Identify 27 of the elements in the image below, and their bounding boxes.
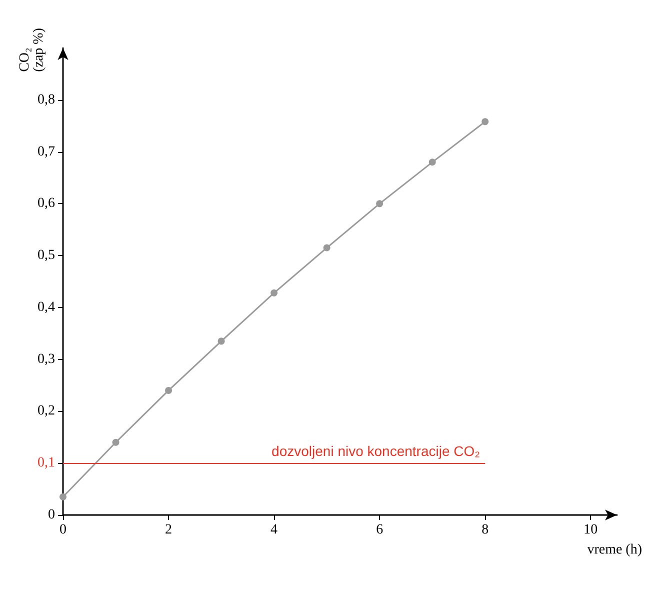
x-tick-label: 0 xyxy=(60,522,66,538)
x-tick-label: 4 xyxy=(270,522,278,538)
point xyxy=(428,158,436,166)
y-tick-label: 0 xyxy=(48,508,55,522)
y-tick-label: 0,1 xyxy=(38,456,55,471)
point xyxy=(165,386,172,394)
x-tick-label: 2 xyxy=(165,522,172,538)
x-tick-label: 6 xyxy=(376,522,384,538)
point xyxy=(112,438,120,446)
x-tick-label: 10 xyxy=(584,522,598,538)
y-axis-title: CO₂ (zap %) xyxy=(18,28,46,72)
ref-line-label: dozvoljeni nivo koncentracije CO₂ xyxy=(272,443,480,460)
y-tick-label: 0,2 xyxy=(38,404,55,419)
point xyxy=(376,200,384,208)
y-tick-label: 0,8 xyxy=(38,92,55,108)
y-tick-label: 0,6 xyxy=(38,196,55,212)
point xyxy=(270,289,278,296)
y-tick-label: 0,7 xyxy=(38,144,55,160)
point xyxy=(60,493,66,500)
y-tick-label: 0,5 xyxy=(38,248,55,264)
y-tick-label: 0,3 xyxy=(38,352,55,367)
point xyxy=(323,244,330,252)
point xyxy=(482,118,489,126)
x-axis-title: vreme (h) xyxy=(587,542,642,558)
y-tick-label: 0,4 xyxy=(38,300,55,315)
point xyxy=(218,338,225,345)
x-tick-label: 8 xyxy=(482,522,489,538)
